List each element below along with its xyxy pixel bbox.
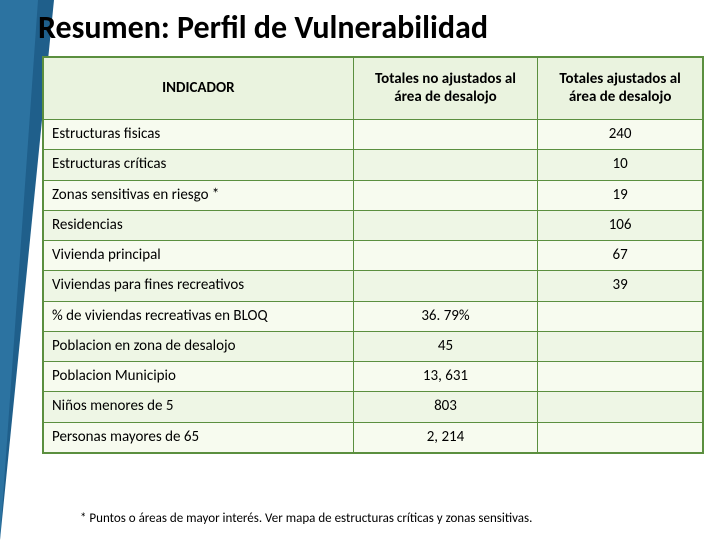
table-row: Estructuras fisicas 240 xyxy=(44,120,703,150)
cell-ajustados: 240 xyxy=(538,120,703,150)
accent-shape-secondary xyxy=(0,0,38,540)
cell-ajustados xyxy=(538,301,703,331)
cell-indicador: Vivienda principal xyxy=(44,241,354,271)
cell-no-ajustados: 2, 214 xyxy=(353,422,538,452)
cell-indicador: Estructuras críticas xyxy=(44,150,354,180)
col-header-no-ajustados: Totales no ajustados al área de desalojo xyxy=(353,58,538,120)
cell-no-ajustados xyxy=(353,210,538,240)
vulnerability-table: INDICADOR Totales no ajustados al área d… xyxy=(43,57,703,453)
cell-no-ajustados: 36. 79% xyxy=(353,301,538,331)
table-row: Residencias 106 xyxy=(44,210,703,240)
cell-indicador: Estructuras fisicas xyxy=(44,120,354,150)
table-row: Personas mayores de 652, 214 xyxy=(44,422,703,452)
cell-indicador: Personas mayores de 65 xyxy=(44,422,354,452)
slide-title: Resumen: Perfil de Vulnerabilidad xyxy=(38,8,710,47)
table-row: Niños menores de 5803 xyxy=(44,392,703,422)
cell-ajustados: 106 xyxy=(538,210,703,240)
table-header-row: INDICADOR Totales no ajustados al área d… xyxy=(44,58,703,120)
cell-no-ajustados xyxy=(353,120,538,150)
table-row: Estructuras críticas 10 xyxy=(44,150,703,180)
cell-no-ajustados xyxy=(353,241,538,271)
table-row: Viviendas para fines recreativos 39 xyxy=(44,271,703,301)
cell-ajustados xyxy=(538,392,703,422)
col-header-ajustados: Totales ajustados al área de desalojo xyxy=(538,58,703,120)
footnote: * Puntos o áreas de mayor interés. Ver m… xyxy=(80,511,704,526)
cell-ajustados xyxy=(538,422,703,452)
table-row: Poblacion en zona de desalojo45 xyxy=(44,331,703,361)
table-row: % de viviendas recreativas en BLOQ36. 79… xyxy=(44,301,703,331)
cell-indicador: Residencias xyxy=(44,210,354,240)
cell-no-ajustados xyxy=(353,271,538,301)
cell-ajustados: 67 xyxy=(538,241,703,271)
vulnerability-table-wrap: INDICADOR Totales no ajustados al área d… xyxy=(42,56,704,454)
cell-no-ajustados: 13, 631 xyxy=(353,362,538,392)
slide: Resumen: Perfil de Vulnerabilidad INDICA… xyxy=(0,0,720,540)
table-row: Poblacion Municipio13, 631 xyxy=(44,362,703,392)
cell-no-ajustados xyxy=(353,150,538,180)
cell-ajustados: 19 xyxy=(538,180,703,210)
cell-indicador: Viviendas para fines recreativos xyxy=(44,271,354,301)
cell-no-ajustados xyxy=(353,180,538,210)
table-row: Vivienda principal 67 xyxy=(44,241,703,271)
cell-no-ajustados: 803 xyxy=(353,392,538,422)
cell-ajustados xyxy=(538,362,703,392)
cell-indicador: % de viviendas recreativas en BLOQ xyxy=(44,301,354,331)
col-header-indicador: INDICADOR xyxy=(44,58,354,120)
table-row: Zonas sensitivas en riesgo * 19 xyxy=(44,180,703,210)
cell-ajustados: 10 xyxy=(538,150,703,180)
cell-ajustados: 39 xyxy=(538,271,703,301)
cell-indicador: Niños menores de 5 xyxy=(44,392,354,422)
cell-indicador: Zonas sensitivas en riesgo * xyxy=(44,180,354,210)
cell-indicador: Poblacion Municipio xyxy=(44,362,354,392)
cell-indicador: Poblacion en zona de desalojo xyxy=(44,331,354,361)
cell-no-ajustados: 45 xyxy=(353,331,538,361)
cell-ajustados xyxy=(538,331,703,361)
